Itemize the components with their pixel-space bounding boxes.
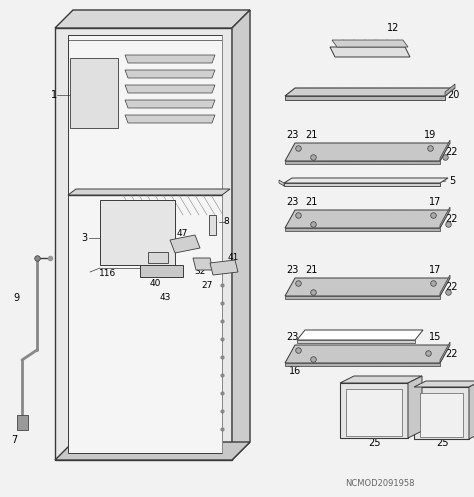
Text: 4: 4 — [149, 262, 155, 271]
Polygon shape — [285, 161, 440, 164]
Text: 116: 116 — [100, 268, 117, 277]
Polygon shape — [340, 376, 422, 383]
Polygon shape — [70, 58, 118, 128]
Text: 17: 17 — [429, 265, 441, 275]
Polygon shape — [285, 363, 440, 366]
Text: 41: 41 — [228, 253, 239, 262]
Polygon shape — [210, 260, 238, 275]
Polygon shape — [440, 140, 450, 161]
Polygon shape — [285, 88, 455, 96]
Polygon shape — [125, 70, 215, 78]
Polygon shape — [68, 35, 222, 453]
Polygon shape — [408, 376, 422, 438]
Polygon shape — [285, 210, 450, 228]
Polygon shape — [125, 115, 215, 123]
Polygon shape — [125, 55, 215, 63]
Text: 20: 20 — [447, 90, 459, 100]
Polygon shape — [284, 183, 440, 186]
Text: 22: 22 — [446, 214, 458, 224]
Polygon shape — [440, 207, 450, 228]
Polygon shape — [330, 47, 410, 57]
Polygon shape — [279, 180, 284, 186]
Text: 3: 3 — [81, 233, 87, 243]
Text: 22: 22 — [446, 147, 458, 157]
Polygon shape — [148, 252, 168, 263]
Polygon shape — [440, 342, 450, 363]
Polygon shape — [285, 278, 450, 296]
Text: 23: 23 — [286, 265, 298, 275]
Polygon shape — [285, 96, 445, 100]
Polygon shape — [340, 383, 408, 438]
Polygon shape — [140, 265, 183, 277]
Polygon shape — [55, 28, 232, 460]
Text: 40: 40 — [149, 278, 161, 287]
Polygon shape — [100, 200, 175, 265]
Polygon shape — [125, 85, 215, 93]
Text: 9: 9 — [13, 293, 19, 303]
Polygon shape — [55, 10, 250, 28]
Polygon shape — [420, 393, 463, 437]
Text: 22: 22 — [446, 282, 458, 292]
Polygon shape — [440, 275, 450, 296]
Text: 25: 25 — [369, 438, 381, 448]
Text: 32: 32 — [194, 267, 206, 276]
Polygon shape — [414, 381, 474, 387]
Text: 19: 19 — [424, 130, 436, 140]
Polygon shape — [55, 442, 250, 460]
Text: 12: 12 — [387, 23, 399, 33]
Polygon shape — [285, 296, 440, 299]
Text: 47: 47 — [176, 230, 188, 239]
Text: 27: 27 — [201, 280, 213, 289]
Text: 7: 7 — [11, 435, 17, 445]
Text: 22: 22 — [446, 349, 458, 359]
Polygon shape — [414, 387, 469, 439]
Polygon shape — [68, 189, 230, 195]
Text: 25: 25 — [437, 438, 449, 448]
Text: NCMOD2091958: NCMOD2091958 — [345, 480, 415, 489]
Polygon shape — [232, 10, 250, 460]
Polygon shape — [469, 381, 474, 439]
Text: 15: 15 — [429, 332, 441, 342]
Text: 17: 17 — [429, 197, 441, 207]
Text: 16: 16 — [289, 366, 301, 376]
Text: 43: 43 — [159, 294, 171, 303]
Polygon shape — [209, 215, 216, 235]
Polygon shape — [297, 330, 423, 340]
Text: 21: 21 — [305, 130, 317, 140]
Polygon shape — [285, 228, 440, 231]
Text: 8: 8 — [223, 218, 229, 227]
Polygon shape — [193, 258, 213, 270]
Text: 21: 21 — [305, 332, 317, 342]
Text: 1: 1 — [51, 90, 57, 100]
Text: 23: 23 — [286, 130, 298, 140]
Polygon shape — [445, 84, 455, 96]
Polygon shape — [17, 415, 28, 430]
Text: 21: 21 — [305, 197, 317, 207]
Text: 5: 5 — [449, 176, 455, 186]
Polygon shape — [285, 143, 450, 161]
Polygon shape — [346, 389, 402, 436]
Polygon shape — [332, 40, 408, 47]
Polygon shape — [285, 345, 450, 363]
Polygon shape — [297, 340, 415, 343]
Polygon shape — [125, 100, 215, 108]
Text: 21: 21 — [305, 265, 317, 275]
Polygon shape — [284, 178, 448, 183]
Polygon shape — [170, 235, 200, 253]
Text: 23: 23 — [286, 332, 298, 342]
Text: 23: 23 — [286, 197, 298, 207]
